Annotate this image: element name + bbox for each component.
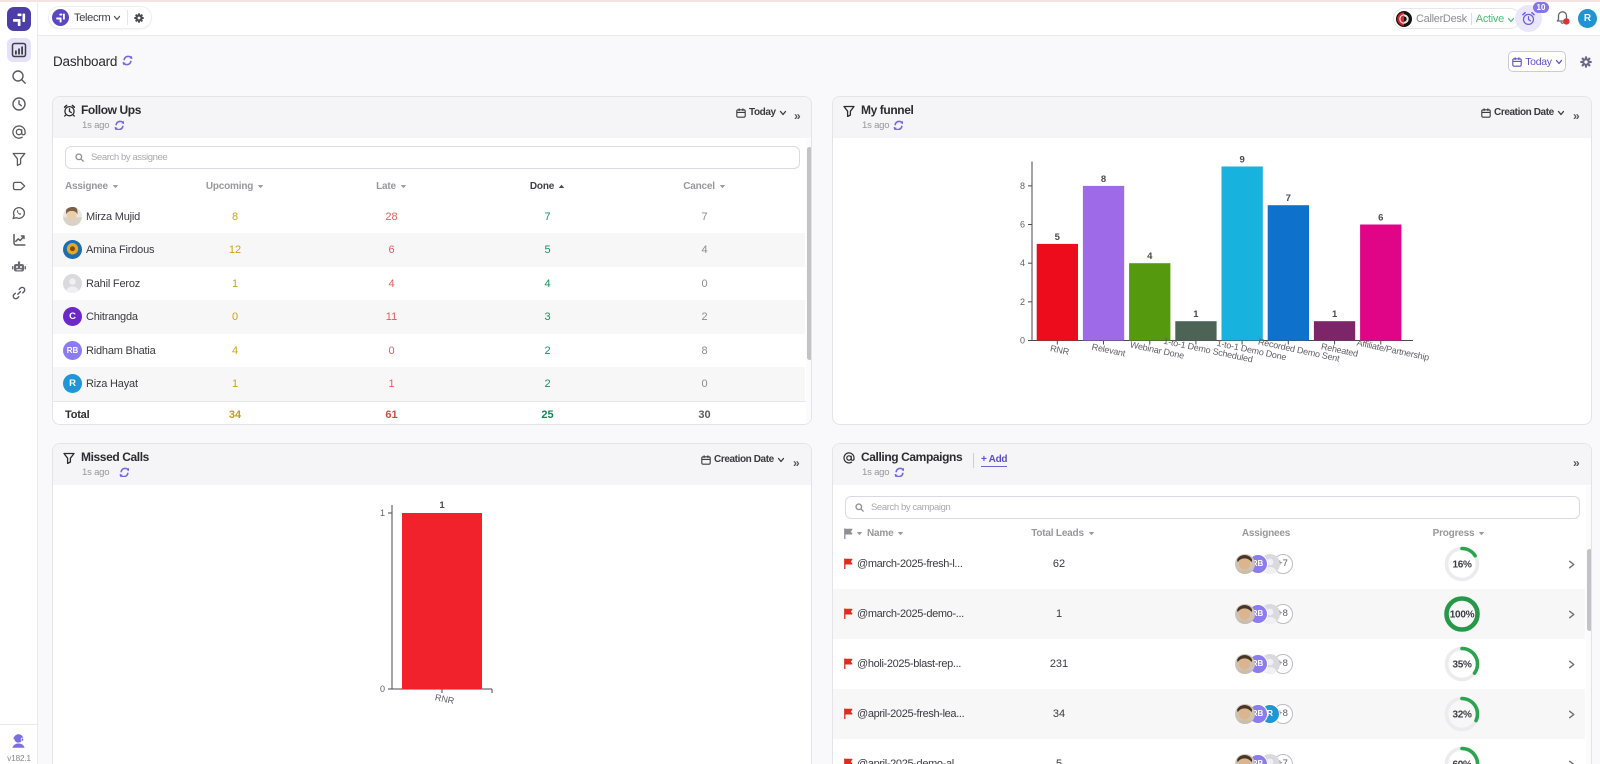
svg-text:6: 6	[1378, 213, 1383, 224]
svg-text:8: 8	[1020, 181, 1025, 191]
svg-text:1: 1	[1193, 309, 1199, 320]
svg-text:0: 0	[380, 684, 385, 694]
svg-text:5: 5	[1055, 232, 1061, 243]
svg-text:35%: 35%	[1452, 660, 1472, 671]
svg-text:60%: 60%	[1452, 760, 1472, 764]
svg-text:1: 1	[1332, 309, 1338, 320]
svg-text:32%: 32%	[1452, 710, 1472, 721]
svg-text:Affiliate/Partnership: Affiliate/Partnership	[1356, 338, 1430, 363]
svg-text:0: 0	[1020, 336, 1025, 346]
svg-text:2: 2	[1020, 297, 1025, 307]
svg-text:16%: 16%	[1452, 560, 1472, 571]
svg-text:7: 7	[1286, 193, 1291, 204]
svg-text:8: 8	[1101, 174, 1106, 185]
svg-text:RNR: RNR	[434, 692, 456, 706]
svg-text:Relevant: Relevant	[1091, 342, 1127, 359]
svg-text:9: 9	[1239, 155, 1244, 166]
svg-text:4: 4	[1147, 251, 1153, 262]
svg-text:6: 6	[1020, 220, 1025, 230]
svg-text:4: 4	[1020, 258, 1025, 268]
svg-text:100%: 100%	[1450, 610, 1475, 621]
svg-text:1: 1	[439, 500, 445, 511]
svg-text:RNR: RNR	[1049, 343, 1070, 357]
svg-text:1: 1	[380, 508, 385, 518]
